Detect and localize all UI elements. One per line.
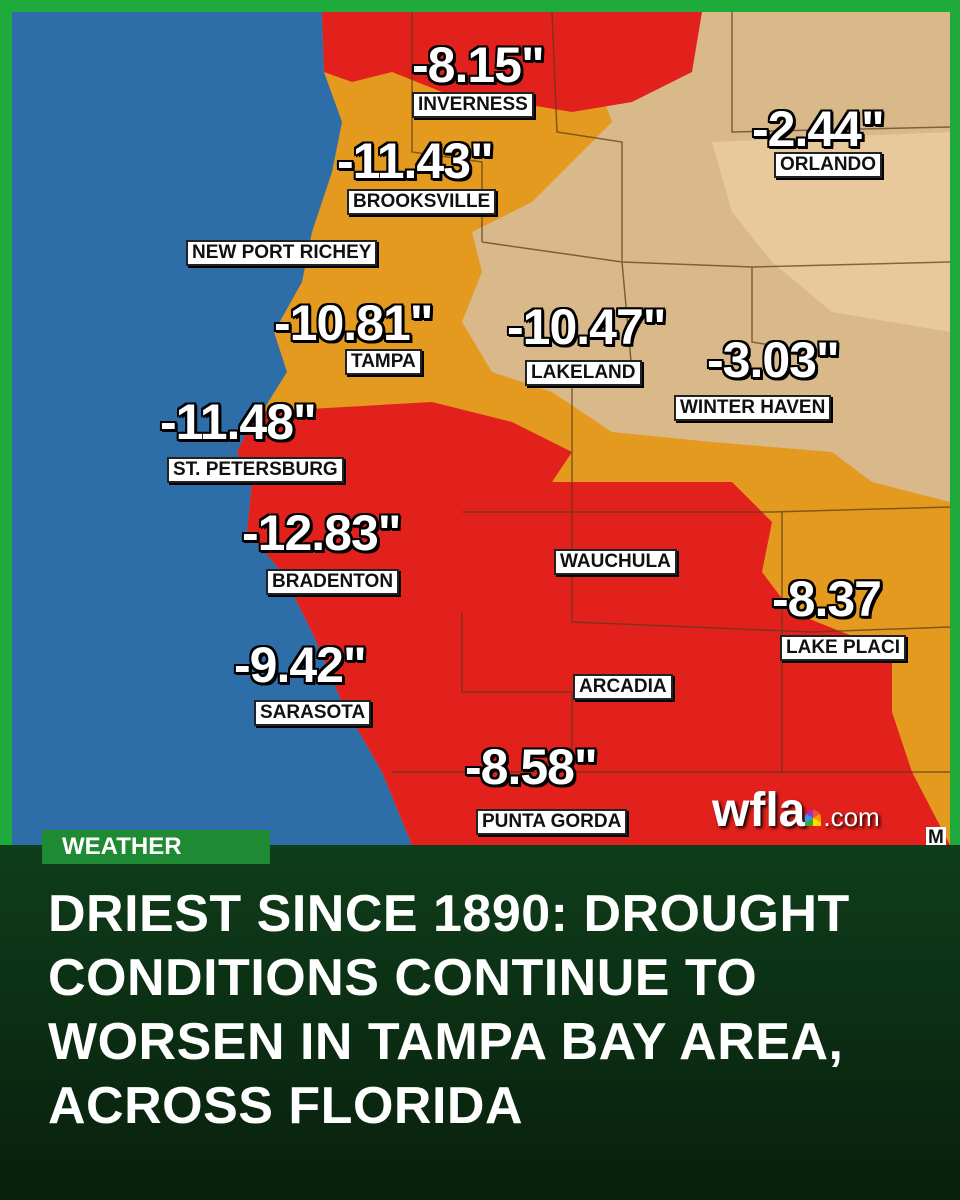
drought-map: -8.15" INVERNESS -2.44" ORLANDO -11.43" … <box>12 12 950 845</box>
inverness-value: -8.15" <box>412 37 545 93</box>
brooksville-label: BROOKSVILLE <box>347 189 497 215</box>
orlando-value: -2.44" <box>752 101 885 157</box>
punta-gorda-label: PUNTA GORDA <box>476 809 628 835</box>
wfla-watermark-suffix: .com <box>823 802 880 832</box>
wfla-watermark: wfla .com <box>712 787 880 835</box>
lake-placid-value: -8.37 <box>772 571 882 627</box>
tampa-label: TAMPA <box>345 349 422 375</box>
nbc-peacock-icon <box>805 810 822 826</box>
wfla-watermark-main: wfla <box>712 784 806 837</box>
winter-haven-value: -3.03" <box>707 332 840 388</box>
map-shapes <box>12 12 950 845</box>
wauchula-label: WAUCHULA <box>554 549 677 575</box>
brooksville-value: -11.43" <box>337 133 494 189</box>
arcadia-label: ARCADIA <box>573 674 673 700</box>
lakeland-value: -10.47" <box>507 299 666 355</box>
tampa-value: -10.81" <box>274 295 433 351</box>
edge-label: M <box>926 827 946 845</box>
headline[interactable]: DRIEST SINCE 1890: DROUGHT CONDITIONS CO… <box>48 885 850 1135</box>
orlando-label: ORLANDO <box>774 152 883 178</box>
lakeland-label: LAKELAND <box>525 360 642 386</box>
sarasota-value: -9.42" <box>234 637 367 693</box>
extreme-north <box>322 12 702 112</box>
new-port-richey-label: NEW PORT RICHEY <box>186 240 378 266</box>
sarasota-label: SARASOTA <box>254 700 372 726</box>
land-abnormal <box>712 132 950 332</box>
st-petersburg-label: ST. PETERSBURG <box>167 457 344 483</box>
punta-gorda-value: -8.58" <box>465 739 598 795</box>
bradenton-value: -12.83" <box>242 505 401 561</box>
st-petersburg-value: -11.48" <box>160 394 317 450</box>
inverness-label: INVERNESS <box>412 92 534 118</box>
section-tag[interactable]: WEATHER <box>42 830 270 864</box>
headline-panel <box>0 845 960 1200</box>
lake-placid-label: LAKE PLACI <box>780 635 906 661</box>
winter-haven-label: WINTER HAVEN <box>674 395 832 421</box>
bradenton-label: BRADENTON <box>266 569 400 595</box>
